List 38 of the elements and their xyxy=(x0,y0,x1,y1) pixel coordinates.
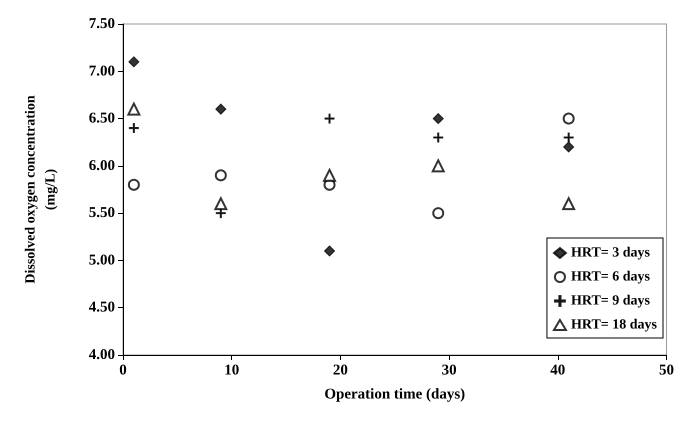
x-tick-label: 50 xyxy=(659,362,674,378)
y-tick-label: 4.00 xyxy=(88,347,115,363)
y-tick-label: 6.00 xyxy=(88,158,115,174)
y-tick-label: 5.50 xyxy=(88,205,115,222)
x-tick-label: 0 xyxy=(119,362,127,378)
y-tick-label: 7.50 xyxy=(88,16,115,32)
point xyxy=(562,112,575,125)
point xyxy=(127,102,140,116)
y-tick-label: 6.50 xyxy=(88,110,115,127)
x-tick-label: 30 xyxy=(442,362,457,378)
point xyxy=(214,197,228,210)
point xyxy=(563,141,574,152)
point xyxy=(324,245,336,256)
legend-label: HRT= 9 days xyxy=(570,294,651,308)
x-tick-label: 40 xyxy=(550,362,566,378)
legend-label: HRT= 3 days xyxy=(570,246,651,260)
y-tick-label: 7.00 xyxy=(88,63,115,80)
point xyxy=(562,197,576,210)
y-tick-label: 5.00 xyxy=(88,252,115,268)
legend-label: HRT= 18 days xyxy=(570,318,658,332)
x-axis-title: Operation time (days) xyxy=(324,386,466,402)
point xyxy=(214,169,227,182)
x-tick-label: 20 xyxy=(332,362,348,378)
point xyxy=(215,104,226,115)
y-axis-title: Dissolved oxygen concentration (mg/L) xyxy=(24,95,58,284)
point xyxy=(564,132,574,142)
point xyxy=(323,168,336,182)
point xyxy=(433,132,444,142)
point xyxy=(128,123,139,134)
legend-label: HRT= 6 days xyxy=(570,270,651,284)
point xyxy=(432,207,444,220)
point xyxy=(432,159,445,172)
point xyxy=(324,114,335,124)
point xyxy=(432,113,444,124)
point xyxy=(128,178,140,191)
x-tick-label: 10 xyxy=(224,362,240,378)
point xyxy=(128,56,140,68)
y-tick-label: 4.50 xyxy=(88,300,115,316)
